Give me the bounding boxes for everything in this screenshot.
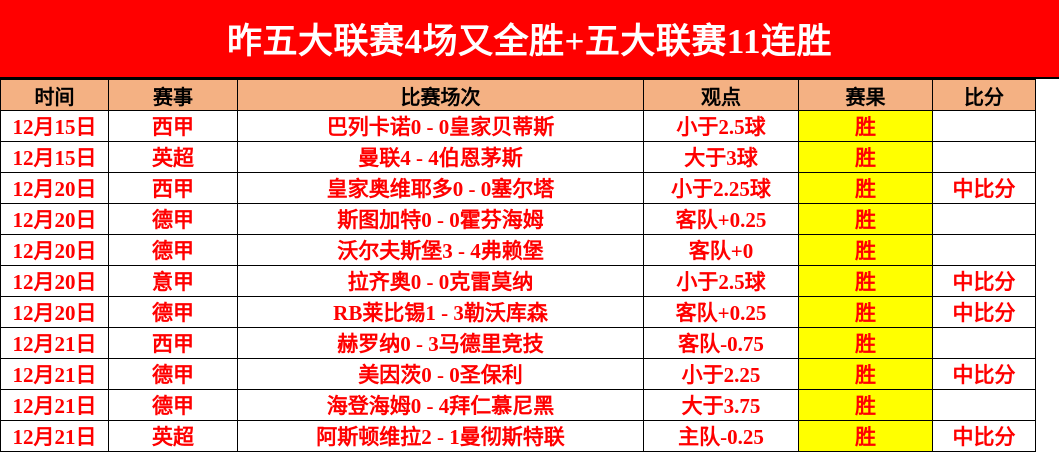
- cell-league: 英超: [108, 420, 238, 452]
- match-results-table: 时间 赛事 比赛场次 观点 赛果 比分 12月15日 西甲 巴列卡诺0 - 0皇家贝…: [0, 79, 1036, 452]
- cell-time: 12月15日: [0, 110, 109, 142]
- cell-view: 客队+0: [643, 234, 799, 266]
- cell-time: 12月21日: [0, 358, 109, 390]
- cell-league: 西甲: [108, 172, 238, 204]
- cell-league: 德甲: [108, 358, 238, 390]
- page-title: 昨五大联赛4场又全胜+五大联赛11连胜: [0, 0, 1059, 79]
- column-header-view: 观点: [643, 79, 799, 111]
- table-row: 12月20日 西甲 皇家奥维耶多0 - 0塞尔塔 小于2.25球胜中比分: [0, 172, 1036, 204]
- table-row: 12月21日 英超 阿斯顿维拉2 - 1曼彻斯特联 主队-0.25 胜中比分: [0, 420, 1036, 452]
- table-row: 12月20日 德甲 RB莱比锡1 - 3勒沃库森 客队+0.25 胜中比分: [0, 296, 1036, 328]
- table-row: 12月15日 英超 曼联4 - 4伯恩茅斯 大于3球胜: [0, 141, 1036, 173]
- cell-match: 美因茨0 - 0圣保利: [237, 358, 644, 390]
- cell-score: [932, 389, 1036, 421]
- cell-time: 12月21日: [0, 327, 109, 359]
- cell-match: 拉齐奥0 - 0克雷莫纳: [237, 265, 644, 297]
- cell-match: 巴列卡诺0 - 0皇家贝蒂斯: [237, 110, 644, 142]
- cell-view: 小于2.25: [643, 358, 799, 390]
- cell-result: 胜: [798, 110, 933, 142]
- cell-league: 德甲: [108, 234, 238, 266]
- cell-result: 胜: [798, 234, 933, 266]
- column-header-score: 比分: [932, 79, 1036, 111]
- table-row: 12月15日 西甲 巴列卡诺0 - 0皇家贝蒂斯 小于2.5球胜: [0, 110, 1036, 142]
- cell-score: 中比分: [932, 172, 1036, 204]
- column-header-time: 时间: [0, 79, 109, 111]
- table-row: 12月21日 西甲 赫罗纳0 - 3马德里竞技 客队-0.75 胜: [0, 327, 1036, 359]
- column-header-league: 赛事: [108, 79, 238, 111]
- cell-score: [932, 327, 1036, 359]
- cell-match: 海登海姆0 - 4拜仁慕尼黑: [237, 389, 644, 421]
- cell-view: 小于2.5球: [643, 265, 799, 297]
- cell-league: 意甲: [108, 265, 238, 297]
- cell-match: 赫罗纳0 - 3马德里竞技: [237, 327, 644, 359]
- cell-time: 12月20日: [0, 265, 109, 297]
- cell-match: 皇家奥维耶多0 - 0塞尔塔: [237, 172, 644, 204]
- cell-view: 大于3.75: [643, 389, 799, 421]
- header-row: 时间 赛事 比赛场次 观点 赛果 比分: [0, 79, 1036, 111]
- cell-time: 12月15日: [0, 141, 109, 173]
- cell-league: 西甲: [108, 327, 238, 359]
- cell-time: 12月20日: [0, 172, 109, 204]
- cell-match: 沃尔夫斯堡3 - 4弗赖堡: [237, 234, 644, 266]
- column-header-match: 比赛场次: [237, 79, 644, 111]
- cell-result: 胜: [798, 420, 933, 452]
- table-row: 12月21日 德甲 海登海姆0 - 4拜仁慕尼黑 大于3.75 胜: [0, 389, 1036, 421]
- cell-league: 西甲: [108, 110, 238, 142]
- table-row: 12月21日 德甲 美因茨0 - 0圣保利 小于2.25 胜中比分: [0, 358, 1036, 390]
- cell-result: 胜: [798, 327, 933, 359]
- cell-result: 胜: [798, 172, 933, 204]
- cell-score: 中比分: [932, 265, 1036, 297]
- cell-league: 德甲: [108, 389, 238, 421]
- cell-time: 12月20日: [0, 234, 109, 266]
- cell-time: 12月20日: [0, 203, 109, 235]
- cell-score: [932, 141, 1036, 173]
- cell-view: 主队-0.25: [643, 420, 799, 452]
- cell-time: 12月20日: [0, 296, 109, 328]
- cell-score: 中比分: [932, 296, 1036, 328]
- cell-match: 阿斯顿维拉2 - 1曼彻斯特联: [237, 420, 644, 452]
- cell-time: 12月21日: [0, 420, 109, 452]
- cell-score: [932, 234, 1036, 266]
- cell-match: RB莱比锡1 - 3勒沃库森: [237, 296, 644, 328]
- cell-result: 胜: [798, 296, 933, 328]
- cell-result: 胜: [798, 141, 933, 173]
- table-header: 时间 赛事 比赛场次 观点 赛果 比分: [0, 79, 1036, 111]
- cell-result: 胜: [798, 265, 933, 297]
- cell-score: 中比分: [932, 358, 1036, 390]
- cell-view: 客队+0.25: [643, 203, 799, 235]
- cell-view: 大于3球: [643, 141, 799, 173]
- cell-match: 曼联4 - 4伯恩茅斯: [237, 141, 644, 173]
- cell-result: 胜: [798, 203, 933, 235]
- cell-league: 英超: [108, 141, 238, 173]
- cell-league: 德甲: [108, 296, 238, 328]
- table-body: 12月15日 西甲 巴列卡诺0 - 0皇家贝蒂斯 小于2.5球胜 12月15日 英超 曼联4…: [0, 110, 1036, 452]
- table-row: 12月20日 意甲 拉齐奥0 - 0克雷莫纳 小于2.5球胜中比分: [0, 265, 1036, 297]
- table-row: 12月20日 德甲 斯图加特0 - 0霍芬海姆 客队+0.25 胜: [0, 203, 1036, 235]
- cell-match: 斯图加特0 - 0霍芬海姆: [237, 203, 644, 235]
- column-header-result: 赛果: [798, 79, 933, 111]
- cell-view: 客队+0.25: [643, 296, 799, 328]
- cell-score: 中比分: [932, 420, 1036, 452]
- cell-view: 小于2.5球: [643, 110, 799, 142]
- cell-league: 德甲: [108, 203, 238, 235]
- cell-result: 胜: [798, 358, 933, 390]
- cell-view: 小于2.25球: [643, 172, 799, 204]
- cell-score: [932, 110, 1036, 142]
- cell-view: 客队-0.75: [643, 327, 799, 359]
- table-row: 12月20日 德甲 沃尔夫斯堡3 - 4弗赖堡 客队+0 胜: [0, 234, 1036, 266]
- cell-result: 胜: [798, 389, 933, 421]
- cell-time: 12月21日: [0, 389, 109, 421]
- cell-score: [932, 203, 1036, 235]
